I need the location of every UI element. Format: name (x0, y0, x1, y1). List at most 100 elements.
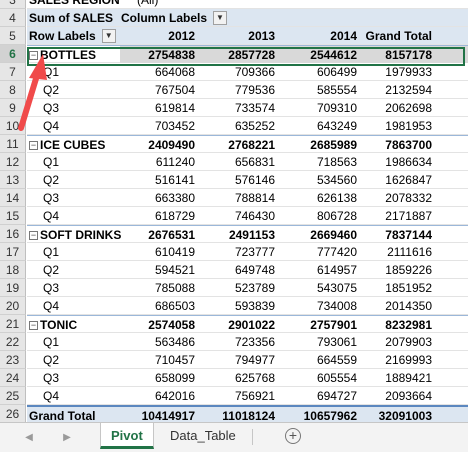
item-label[interactable]: Q1 (43, 155, 60, 169)
value-cell[interactable]: 2685989 (310, 138, 357, 152)
value-cell[interactable]: 703452 (154, 119, 195, 133)
filter-label[interactable]: SALES REGION (29, 0, 120, 7)
row-number[interactable]: 9 (0, 99, 26, 117)
value-cell[interactable]: 718563 (316, 155, 357, 169)
value-cell[interactable]: 626138 (316, 191, 357, 205)
value-cell[interactable]: 625768 (234, 371, 275, 385)
row-number[interactable]: 4 (0, 9, 26, 27)
value-cell[interactable]: 710457 (154, 353, 195, 367)
column-labels-filter-dropdown-icon[interactable]: ▼ (213, 10, 228, 25)
group-label[interactable]: ICE CUBES (40, 138, 106, 152)
row-number[interactable]: 11 (0, 135, 26, 153)
value-cell[interactable]: 733574 (234, 101, 275, 115)
value-cell[interactable]: 746430 (234, 209, 275, 223)
item-label[interactable]: Q4 (43, 389, 60, 403)
value-cell[interactable]: 806728 (316, 209, 357, 223)
value-cell[interactable]: 585554 (316, 83, 357, 97)
grand-total-cell[interactable]: 1859226 (385, 263, 432, 277)
row-number[interactable]: 17 (0, 243, 26, 261)
value-cell[interactable]: 618729 (154, 209, 195, 223)
grand-total-cell[interactable]: 7837144 (385, 228, 432, 242)
value-cell[interactable]: 594521 (154, 263, 195, 277)
add-sheet-icon[interactable]: + (285, 428, 301, 444)
grand-total-cell[interactable]: 2078332 (385, 191, 432, 205)
row-number[interactable]: 21 (0, 315, 26, 333)
value-cell[interactable]: 576146 (234, 173, 275, 187)
item-label[interactable]: Q3 (43, 101, 60, 115)
grand-total-cell[interactable]: 1986634 (385, 155, 432, 169)
grand-total-cell[interactable]: 8157178 (385, 48, 432, 62)
value-cell[interactable]: 2491153 (228, 228, 275, 242)
item-label[interactable]: Q2 (43, 263, 60, 277)
grand-total-cell[interactable]: 1626847 (385, 173, 432, 187)
item-label[interactable]: Q1 (43, 335, 60, 349)
value-cell[interactable]: 649748 (234, 263, 275, 277)
grand-total-cell[interactable]: 2014350 (385, 299, 432, 313)
value-cell[interactable]: 10657962 (303, 409, 357, 422)
row-number[interactable]: 14 (0, 189, 26, 207)
value-cell[interactable]: 563486 (154, 335, 195, 349)
item-label[interactable]: Q1 (43, 65, 60, 79)
row-number[interactable]: 25 (0, 387, 26, 405)
value-cell[interactable]: 656831 (234, 155, 275, 169)
value-cell[interactable]: 605554 (316, 371, 357, 385)
grand-total-cell[interactable]: 2171887 (385, 209, 432, 223)
row-number[interactable]: 24 (0, 369, 26, 387)
value-cell[interactable]: 723356 (234, 335, 275, 349)
grand-total-cell[interactable]: 2169993 (385, 353, 432, 367)
worksheet-grid[interactable]: 3 SALES REGION (All) 4 Sum of SALES Colu… (0, 0, 468, 422)
value-cell[interactable]: 777420 (316, 245, 357, 259)
row-number[interactable]: 16 (0, 225, 26, 243)
row-number[interactable]: 20 (0, 297, 26, 315)
row-number[interactable]: 6 (0, 45, 26, 63)
grand-total-cell[interactable]: 2079903 (385, 335, 432, 349)
value-cell[interactable]: 2768221 (228, 138, 275, 152)
item-label[interactable]: Q2 (43, 173, 60, 187)
measure-label[interactable]: Sum of SALES (29, 11, 114, 25)
value-cell[interactable]: 643249 (316, 119, 357, 133)
grand-total-cell[interactable]: 2062698 (385, 101, 432, 115)
value-cell[interactable]: 756921 (234, 389, 275, 403)
value-cell[interactable]: 694727 (316, 389, 357, 403)
value-cell[interactable]: 663380 (154, 191, 195, 205)
value-cell[interactable]: 610419 (154, 245, 195, 259)
value-cell[interactable]: 793061 (316, 335, 357, 349)
grand-total-cell[interactable]: 7863700 (385, 138, 432, 152)
value-cell[interactable]: 534560 (316, 173, 357, 187)
grand-total-label[interactable]: Grand Total (29, 409, 96, 422)
item-label[interactable]: Q3 (43, 281, 60, 295)
value-cell[interactable]: 543075 (316, 281, 357, 295)
value-cell[interactable]: 686503 (154, 299, 195, 313)
value-cell[interactable]: 2409490 (148, 138, 195, 152)
value-cell[interactable]: 2574058 (148, 318, 195, 332)
row-number[interactable]: 5 (0, 27, 26, 45)
grand-total-cell[interactable]: 1979933 (385, 65, 432, 79)
column-header-2013[interactable]: 2013 (248, 29, 275, 43)
row-number[interactable]: 12 (0, 153, 26, 171)
grand-total-cell[interactable]: 1851952 (385, 281, 432, 295)
value-cell[interactable]: 2857728 (228, 48, 275, 62)
tab-data-table[interactable]: Data_Table (170, 428, 236, 443)
value-cell[interactable]: 614957 (316, 263, 357, 277)
value-cell[interactable]: 2544612 (310, 48, 357, 62)
value-cell[interactable]: 709310 (316, 101, 357, 115)
value-cell[interactable]: 2676531 (148, 228, 195, 242)
row-number[interactable]: 23 (0, 351, 26, 369)
value-cell[interactable]: 10414917 (141, 409, 195, 422)
group-label[interactable]: SOFT DRINKS (40, 228, 122, 242)
row-labels-filter-dropdown-icon[interactable]: ▼ (101, 28, 116, 43)
value-cell[interactable]: 788814 (234, 191, 275, 205)
scroll-tabs-right-icon[interactable]: ▶ (63, 432, 71, 443)
value-cell[interactable]: 611240 (155, 155, 195, 169)
tab-pivot[interactable]: Pivot (100, 423, 154, 449)
grand-total-cell[interactable]: 2093664 (385, 389, 432, 403)
value-cell[interactable]: 619814 (154, 101, 195, 115)
column-header-2014[interactable]: 2014 (330, 29, 357, 43)
value-cell[interactable]: 664068 (154, 65, 195, 79)
value-cell[interactable]: 779536 (234, 83, 275, 97)
value-cell[interactable]: 785088 (154, 281, 195, 295)
grand-total-cell[interactable]: 2111616 (387, 245, 432, 259)
value-cell[interactable]: 516141 (154, 173, 195, 187)
column-labels-label[interactable]: Column Labels (121, 11, 208, 25)
grand-total-cell[interactable]: 2132594 (385, 83, 432, 97)
